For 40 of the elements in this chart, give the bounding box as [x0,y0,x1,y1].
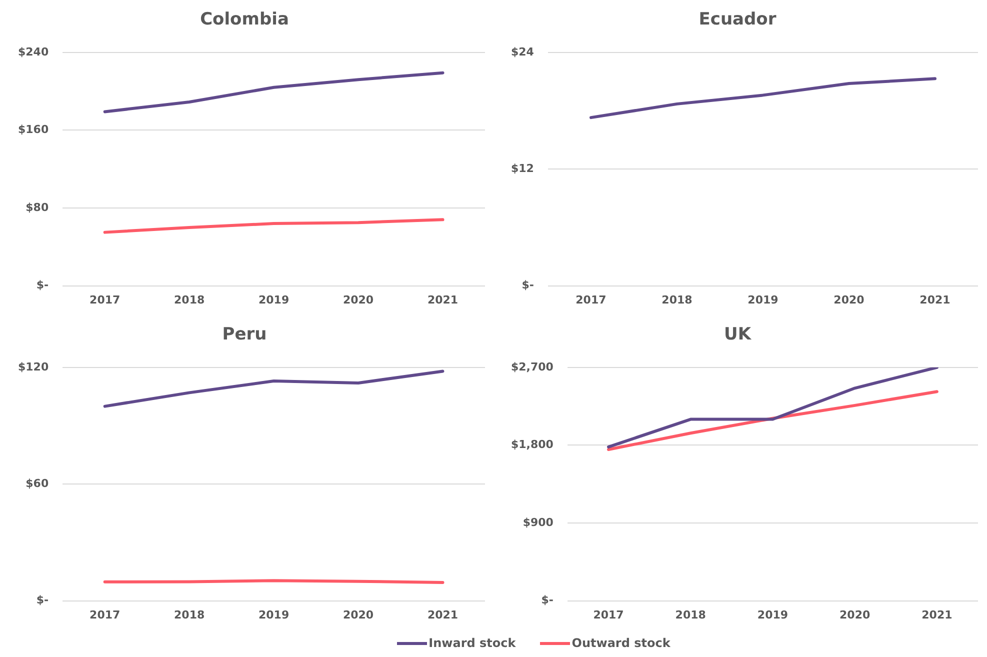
chart-title: Peru [222,324,267,345]
y-tick-label: $1,800 [510,438,554,452]
x-tick-label: 2017 [576,293,606,306]
y-tick-label: $900 [522,516,554,529]
x-tick-label: 2017 [90,608,120,622]
legend-label: Outward stock [572,636,670,650]
x-tick-label: 2020 [342,293,374,306]
x-tick-label: 2020 [834,293,865,306]
x-tick-label: 2021 [922,608,952,622]
y-tick-label: $2,700 [510,360,554,374]
x-tick-label: 2020 [342,608,374,622]
chart-title: Colombia [200,10,289,30]
x-tick-label: 2021 [427,608,458,622]
y-tick-label: $80 [26,200,49,214]
x-tick-label: 2019 [748,293,778,306]
y-tick-label: $160 [18,123,49,136]
legend-label: Inward stock [428,636,516,650]
x-tick-label: 2021 [920,293,950,306]
x-tick-label: 2019 [757,608,788,622]
x-tick-label: 2018 [174,293,205,306]
x-tick-label: 2018 [662,293,692,306]
y-tick-label: $12 [510,162,534,175]
y-tick-label: $- [541,594,554,607]
x-tick-label: 2018 [675,608,706,622]
x-tick-label: 2019 [258,293,290,306]
chart-title: Ecuador [698,10,777,30]
x-tick-label: 2017 [593,608,624,622]
x-tick-label: 2019 [258,608,290,622]
x-tick-label: 2018 [174,608,205,622]
y-tick-label: $- [522,278,534,292]
x-tick-label: 2021 [427,293,458,306]
chart-title: UK [724,324,752,345]
y-tick-label: $- [36,594,49,607]
y-tick-label: $- [36,278,49,292]
x-tick-label: 2017 [90,293,120,306]
y-tick-label: $120 [18,360,49,374]
x-tick-label: 2020 [840,608,870,622]
y-tick-label: $24 [510,45,534,58]
y-tick-label: $60 [26,476,49,490]
y-tick-label: $240 [18,45,49,58]
